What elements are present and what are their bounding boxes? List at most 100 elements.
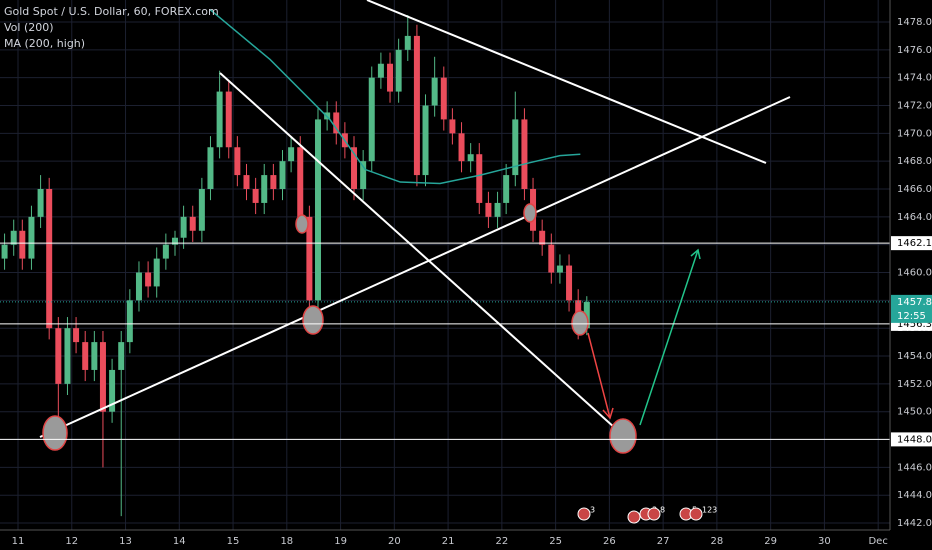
y-tick-label: 1466.00 [897, 184, 932, 195]
arrow [587, 332, 611, 419]
candle-body [395, 49, 402, 92]
candle-body [467, 154, 474, 162]
candle-body [46, 189, 53, 329]
arrow [639, 249, 699, 426]
last-price-tag [891, 294, 932, 323]
y-tick-label: 1478.00 [897, 17, 932, 28]
x-tick-label: 20 [388, 536, 401, 547]
candle-body [494, 202, 501, 217]
candle-body [297, 147, 304, 217]
marker [609, 418, 637, 454]
y-tick-label: 1446.00 [897, 462, 932, 473]
candle-body [91, 342, 98, 370]
x-tick-label: 15 [227, 536, 240, 547]
candle-body [10, 230, 17, 245]
candle-body [566, 265, 573, 301]
x-tick-label: 26 [603, 536, 616, 547]
moving-average [209, 8, 581, 185]
x-tick-label: 14 [173, 536, 186, 547]
candle-body [82, 342, 89, 370]
y-tick-label: 1442.00 [897, 518, 932, 529]
candle-body [306, 216, 313, 301]
candle-body [377, 63, 384, 78]
price-tag-label: 1462.11 [897, 238, 932, 249]
y-tick-label: 1474.00 [897, 73, 932, 84]
candle-body [171, 237, 178, 245]
event-flag [647, 507, 661, 521]
candle-body [180, 216, 187, 238]
event-label: 8 [660, 506, 665, 515]
candle-body [216, 91, 223, 148]
candle-body [207, 147, 214, 190]
x-tick-label: 25 [549, 536, 562, 547]
x-tick-label: 13 [119, 536, 132, 547]
y-tick-label: 1472.00 [897, 100, 932, 111]
x-tick-label: 21 [442, 536, 455, 547]
candle-body [234, 147, 241, 176]
y-tick-label: 1450.00 [897, 407, 932, 418]
candle-body [109, 369, 116, 412]
candle-body [333, 112, 340, 134]
candle-body [252, 189, 259, 203]
candle-body [521, 119, 528, 190]
candle-body [512, 119, 519, 176]
candle-body [189, 216, 196, 231]
candle-body [145, 272, 152, 287]
event-label: 3 [590, 506, 595, 515]
x-tick-label: 22 [495, 536, 508, 547]
y-tick-label: 1460.00 [897, 268, 932, 279]
marker [42, 415, 68, 451]
candle-body [449, 119, 456, 134]
y-tick-label: 1468.00 [897, 156, 932, 167]
candle-body [19, 230, 26, 259]
event-flag [689, 507, 703, 521]
candle-body [28, 216, 35, 259]
candle-body [413, 35, 420, 176]
x-tick-label: Dec [868, 536, 887, 547]
candle-body [458, 133, 465, 162]
x-tick-label: 19 [334, 536, 347, 547]
candle-body [162, 244, 169, 259]
candle-body [387, 63, 394, 92]
marker [295, 214, 309, 234]
marker [302, 305, 324, 335]
trend-line [366, 0, 767, 164]
candle-body [243, 175, 250, 190]
y-tick-label: 1454.00 [897, 351, 932, 362]
x-tick-label: 18 [280, 536, 293, 547]
candle-body [422, 105, 429, 176]
candle-body [360, 161, 367, 190]
candle-body [314, 119, 321, 301]
candle-body [431, 77, 438, 106]
candle-body [539, 230, 546, 245]
trend-line [39, 96, 791, 438]
chart-title: Gold Spot / U.S. Dollar, 60, FOREX.com [4, 5, 219, 18]
candle-body [73, 328, 80, 343]
y-tick-label: 1476.00 [897, 45, 932, 56]
candle-body [225, 91, 232, 148]
marker [523, 203, 537, 223]
trend-line [219, 72, 626, 438]
event-flag [577, 507, 591, 521]
candle-body [1, 244, 8, 259]
indicator-label: MA (200, high) [4, 37, 85, 50]
candle-body [440, 77, 447, 120]
candle-body [135, 272, 142, 301]
arrow-head [602, 407, 614, 420]
x-tick-label: 12 [65, 536, 78, 547]
event-label: 123 [702, 506, 717, 515]
candle-body [556, 265, 563, 273]
candle-body [198, 189, 205, 231]
candle-body [37, 189, 44, 217]
candle-body [64, 328, 71, 384]
y-tick-label: 1470.00 [897, 128, 932, 139]
price-tag [891, 432, 932, 447]
drawings [0, 0, 890, 454]
last-price-label: 1457.89 [897, 297, 932, 308]
marks: 36385123 [0, 8, 890, 524]
grid [0, 0, 890, 530]
y-tick-label: 1464.00 [897, 212, 932, 223]
candle-body [404, 35, 411, 50]
